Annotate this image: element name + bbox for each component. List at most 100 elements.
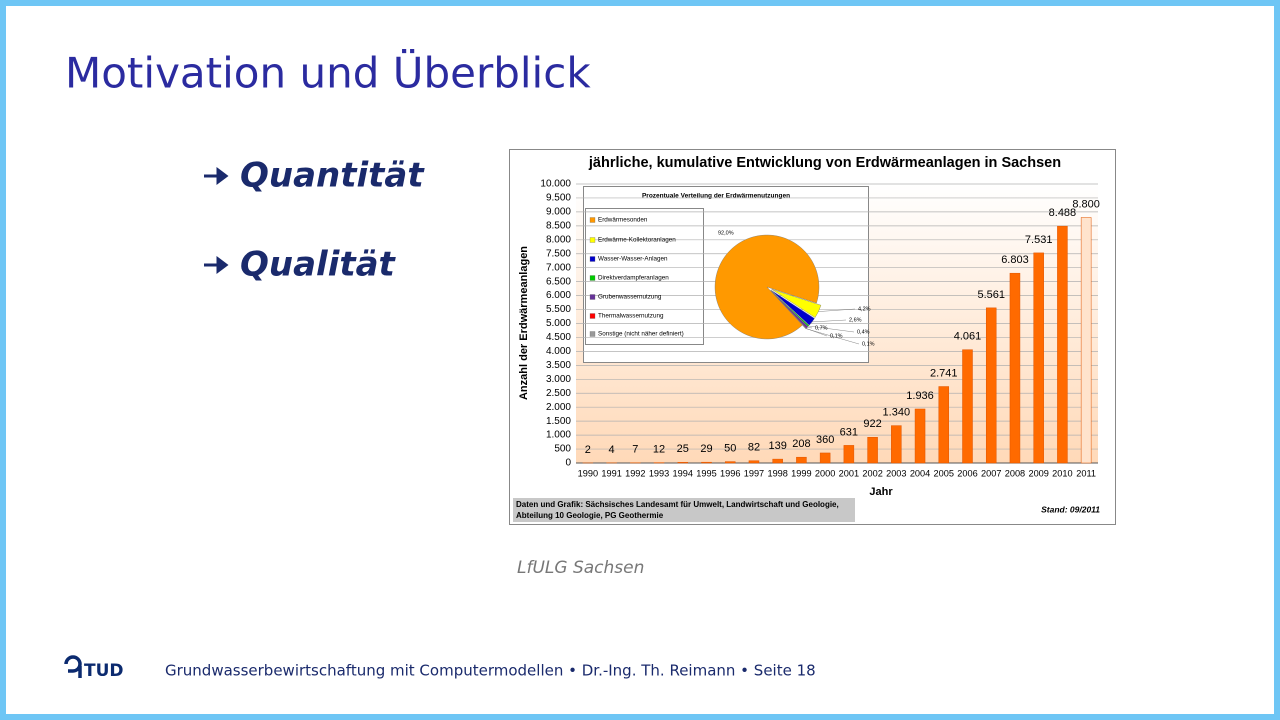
source-box [513, 498, 855, 522]
legend-swatch [589, 313, 596, 319]
caption: LfULG Sachsen [517, 558, 644, 578]
bar [1057, 225, 1068, 464]
y-tick-label: 3.000 [546, 374, 571, 385]
y-tick-label: 8.000 [546, 234, 571, 245]
logo: TUD [84, 661, 124, 681]
legend-swatch [589, 237, 596, 243]
y-tick-label: 9.500 [546, 193, 571, 204]
x-tick-label: 1990 [578, 468, 598, 478]
legend-swatch [589, 275, 596, 281]
value-label: 82 [748, 442, 760, 454]
legend-label: Thermalwassernutzung [598, 313, 664, 320]
value-label: 4 [609, 444, 615, 456]
y-tick-label: 4.000 [546, 346, 571, 357]
pie-label: 0,7% [815, 325, 828, 331]
value-label: 208 [792, 438, 810, 450]
y-tick-label: 1.500 [546, 416, 571, 427]
value-label: 631 [840, 426, 858, 438]
value-label: 2.741 [930, 367, 958, 379]
x-tick-label: 1996 [720, 468, 740, 478]
leader-line [807, 327, 813, 329]
pie-label: 0,1% [862, 341, 875, 347]
value-label: 7.531 [1025, 234, 1053, 246]
x-tick-label: 2006 [957, 468, 977, 478]
value-label: 139 [769, 440, 787, 452]
x-tick-label: 1993 [649, 468, 669, 478]
bar [701, 461, 712, 464]
legend-label: Sonstige (nicht näher definiert) [598, 331, 684, 338]
x-tick-label: 2000 [815, 468, 835, 478]
value-label: 12 [653, 444, 665, 456]
footer-text: Grundwasserbewirtschaftung mit Computerm… [165, 662, 816, 680]
value-label: 1.340 [883, 407, 911, 419]
x-tick-label: 2001 [839, 468, 859, 478]
value-label: 2 [585, 444, 591, 456]
bar [891, 425, 902, 464]
y-tick-label: 6.000 [546, 290, 571, 301]
source: Abteilung 10 Geologie, PG Geothermie [516, 511, 664, 520]
x-tick-label: 2011 [1076, 468, 1096, 478]
y-tick-label: 6.500 [546, 276, 571, 287]
y-tick-label: 9.000 [546, 207, 571, 218]
y-tick-label: 8.500 [546, 220, 571, 231]
value-label: 1.936 [906, 390, 934, 402]
pie-slice [714, 234, 820, 340]
legend-swatch [589, 294, 596, 300]
bar [772, 458, 783, 464]
bar [938, 386, 950, 464]
chart-image: jährliche, kumulative Entwicklung von Er… [509, 149, 1116, 525]
legend-swatch [589, 217, 596, 223]
pie-label: 92,0% [718, 230, 734, 236]
value-label: 8.488 [1049, 207, 1077, 219]
bar [914, 408, 926, 464]
bar [962, 349, 973, 464]
x-tick-label: 2002 [862, 468, 882, 478]
value-label: 25 [677, 443, 689, 455]
y-tick-label: 500 [554, 444, 571, 455]
y-tick-label: 5.000 [546, 318, 571, 329]
slide-title: Motivation und Überblick [65, 48, 591, 98]
x-tick-label: 1991 [601, 468, 621, 478]
x-tick-label: 2010 [1052, 468, 1072, 478]
x-tick-label: 2004 [910, 468, 930, 478]
pie-label: 0,1% [830, 333, 843, 339]
value-label: 5.561 [977, 289, 1005, 301]
note: Stand: 09/2011 [1041, 504, 1100, 514]
bar [843, 445, 855, 464]
y-axis-label: Anzahl der Erdwärmeanlagen [518, 246, 530, 400]
source: Daten und Grafik: Sächsisches Landesamt … [516, 500, 839, 509]
pie-label: 4,2% [858, 306, 871, 312]
bar [748, 460, 760, 464]
legend-swatch [589, 256, 596, 262]
value-label: 50 [724, 443, 736, 455]
x-tick-label: 2003 [886, 468, 906, 478]
bullet-arrow [204, 167, 229, 185]
pie-label: 0,4% [857, 329, 870, 335]
inset-title: Prozentuale Verteilung der Erdwärmenutzu… [642, 193, 790, 200]
pie-label: 2,6% [849, 317, 862, 323]
value-label: 6.803 [1001, 254, 1029, 266]
bar [724, 461, 736, 464]
y-tick-label: 3.500 [546, 360, 571, 371]
legend-label: Erdwärmesonden [598, 217, 648, 224]
value-label: 29 [700, 443, 712, 455]
value-label: 360 [816, 434, 834, 446]
bar [1080, 217, 1092, 464]
bar [819, 452, 831, 464]
legend-swatch [589, 331, 596, 337]
bar [796, 456, 807, 464]
x-tick-label: 1995 [696, 468, 716, 478]
x-tick-label: 1992 [625, 468, 645, 478]
bar [867, 437, 878, 464]
inset-legend [585, 208, 704, 345]
x-tick-label: 1998 [767, 468, 787, 478]
y-tick-label: 2.500 [546, 388, 571, 399]
y-tick-label: 4.500 [546, 332, 571, 343]
leader-line [812, 319, 847, 323]
y-tick-label: 2.000 [546, 402, 571, 413]
x-tick-label: 1997 [744, 468, 764, 478]
y-tick-label: 10.000 [540, 179, 571, 190]
legend-label: Wasser-Wasser-Anlagen [598, 256, 668, 263]
